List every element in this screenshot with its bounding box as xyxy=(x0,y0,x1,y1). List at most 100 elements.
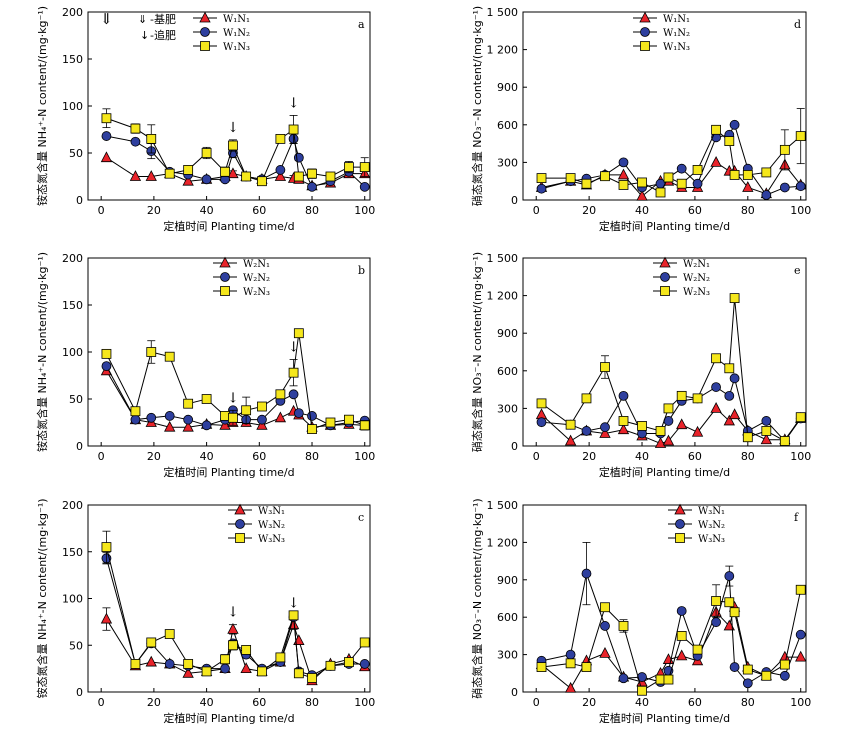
x-tick-label: 60 xyxy=(688,204,702,217)
data-point xyxy=(710,402,722,413)
data-point xyxy=(164,168,175,179)
legend-label: W₃N₁ xyxy=(698,506,725,517)
data-point xyxy=(600,621,610,631)
y-tick-label: 1 500 xyxy=(487,252,519,265)
x-tick-label: 80 xyxy=(305,696,319,709)
legend-marker xyxy=(640,27,650,37)
series-3 xyxy=(101,530,370,683)
y-axis-label: 硝态氮含量 NO₃⁻-N content/(mg·kg⁻¹) xyxy=(470,252,484,452)
panel-f: 0 300 600 900 1 200 1 500 0 20 40 60 80 100 定植时间 Pla… xyxy=(470,498,811,725)
series-2 xyxy=(101,131,370,192)
data-point xyxy=(201,420,212,431)
legend: W₂N₁ W₂N₂ W₂N₃ xyxy=(653,256,710,298)
data-point xyxy=(581,662,592,672)
data-point xyxy=(742,664,753,675)
x-tick-label: 20 xyxy=(147,450,161,463)
panel-b: 0 50 100 150 200 0 20 40 60 80 100 定植时间 Planting ti… xyxy=(35,252,375,479)
x-tick-label: 80 xyxy=(741,696,755,709)
series-3 xyxy=(536,293,806,446)
y-tick-label: 150 xyxy=(62,53,83,66)
y-tick-label: 1 200 xyxy=(487,44,519,57)
data-point xyxy=(618,673,629,684)
data-point xyxy=(257,401,267,412)
x-tick-label: 40 xyxy=(200,204,214,217)
data-point xyxy=(691,425,704,437)
data-point xyxy=(146,412,157,423)
data-point xyxy=(257,176,267,187)
data-point xyxy=(729,170,740,180)
x-tick-label: 80 xyxy=(305,450,319,463)
data-point xyxy=(711,353,721,364)
data-point xyxy=(201,666,212,677)
data-point xyxy=(761,190,772,200)
data-point xyxy=(742,432,753,443)
data-point xyxy=(275,389,286,400)
x-tick-label: 100 xyxy=(354,696,375,709)
data-point xyxy=(692,178,703,189)
data-point xyxy=(729,662,740,672)
data-point xyxy=(145,170,157,181)
data-point xyxy=(182,174,194,186)
data-point xyxy=(164,659,175,669)
data-point xyxy=(129,170,142,181)
x-tick-label: 60 xyxy=(252,696,266,709)
data-point xyxy=(130,406,141,417)
data-point xyxy=(228,640,238,651)
data-point xyxy=(637,685,647,696)
series-1 xyxy=(535,402,807,448)
data-point xyxy=(274,170,287,181)
x-tick-label: 60 xyxy=(688,450,702,463)
series-3 xyxy=(536,584,806,696)
x-tick-label: 60 xyxy=(688,696,702,709)
data-point xyxy=(564,434,577,446)
legend-label: W₂N₃ xyxy=(683,287,710,298)
x-tick-label: 60 xyxy=(252,204,266,217)
plot-frame xyxy=(522,11,807,201)
data-point xyxy=(130,136,141,147)
data-point xyxy=(288,367,299,378)
data-point xyxy=(344,162,354,173)
data-point xyxy=(275,133,286,144)
x-tick-label: 100 xyxy=(354,450,375,463)
x-tick-label: 20 xyxy=(147,204,161,217)
data-point xyxy=(724,136,735,146)
legend-label: W₁N₃ xyxy=(663,42,690,53)
legend-label: W₂N₁ xyxy=(683,259,710,270)
data-point xyxy=(742,181,754,192)
data-point xyxy=(729,293,740,304)
legend-marker xyxy=(235,533,245,543)
panel-letter: f xyxy=(794,511,799,524)
data-point xyxy=(779,659,790,670)
basal-note-symbol: ⇓ xyxy=(138,13,147,26)
data-point xyxy=(711,596,721,606)
topdress-note-symbol: ↓ xyxy=(140,29,149,42)
data-point xyxy=(536,398,547,409)
series-2 xyxy=(536,542,806,689)
data-point xyxy=(293,408,304,419)
panel-d: 0 300 600 900 1 200 1 500 0 20 40 60 80 100 定植时间 Pla… xyxy=(470,6,811,233)
series-3 xyxy=(101,108,370,187)
plot-frame xyxy=(522,504,807,693)
x-tick-label: 0 xyxy=(533,204,540,217)
data-point xyxy=(779,650,791,662)
legend-label: W₁N₁ xyxy=(663,14,690,25)
y-tick-label: 0 xyxy=(76,440,83,453)
data-point xyxy=(100,612,113,624)
data-point xyxy=(655,426,666,436)
legend-marker xyxy=(200,41,210,51)
data-point xyxy=(288,389,299,400)
legend-marker xyxy=(235,519,245,529)
data-point xyxy=(130,123,141,134)
data-point xyxy=(145,655,157,667)
data-point xyxy=(618,416,629,426)
data-point xyxy=(164,420,176,432)
data-point xyxy=(618,180,629,190)
x-axis-label: 定植时间 Planting time/d xyxy=(163,711,294,725)
legend-label: W₁N₁ xyxy=(223,14,250,25)
data-point xyxy=(760,433,772,445)
data-point xyxy=(581,426,592,436)
data-point xyxy=(164,411,175,421)
series-2 xyxy=(536,119,806,200)
data-point xyxy=(599,427,611,438)
panel-letter: d xyxy=(794,18,801,31)
